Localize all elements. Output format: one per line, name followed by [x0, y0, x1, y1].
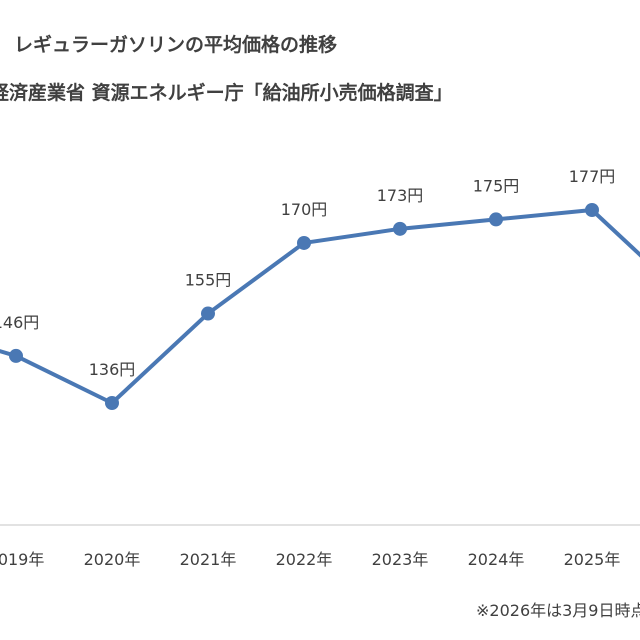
x-tick-label: 2024年: [468, 550, 525, 569]
x-tick-label: 2019年: [0, 550, 44, 569]
data-point: [393, 221, 407, 236]
data-point: [585, 203, 599, 217]
data-point: [201, 306, 215, 321]
chart-subtitle: 経済産業省 資源エネルギー庁「給油所小売価格調査」: [0, 82, 453, 104]
x-tick-label: 2021年: [180, 550, 237, 569]
x-tick-label: 2023年: [372, 550, 429, 569]
chart-title: レギュラーガソリンの平均価格の推移: [14, 34, 338, 56]
data-label: 155円: [185, 271, 232, 290]
data-point: [489, 212, 503, 227]
data-point: [9, 348, 23, 363]
chart-footnote: ※2026年は3月9日時点: [476, 601, 640, 620]
data-label: 170円: [281, 200, 328, 219]
data-point: [105, 396, 119, 410]
data-label: 175円: [473, 176, 520, 195]
x-tick-label: 2025年: [564, 550, 621, 569]
x-tick-label: 2022年: [276, 550, 333, 569]
data-point: [297, 235, 311, 250]
data-label: 146円: [0, 313, 39, 332]
data-label: 177円: [569, 167, 616, 186]
x-tick-label: 2020年: [84, 550, 141, 569]
data-label: 136円: [89, 360, 136, 379]
data-label: 173円: [377, 186, 424, 205]
